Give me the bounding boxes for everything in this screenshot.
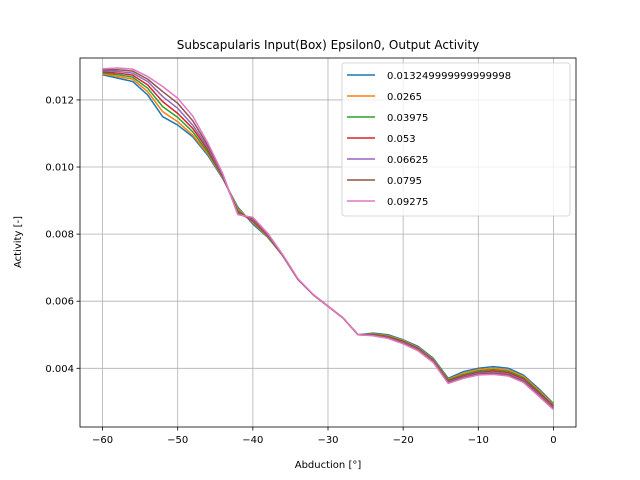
x-tick-label: −40 xyxy=(242,435,263,446)
y-tick-label: 0.008 xyxy=(45,230,74,241)
x-tick-label: −20 xyxy=(393,435,414,446)
legend-label: 0.053 xyxy=(387,134,416,145)
y-tick-label: 0.010 xyxy=(45,163,74,174)
x-tick-label: −50 xyxy=(167,435,188,446)
y-tick-label: 0.004 xyxy=(45,364,74,375)
y-tick-label: 0.012 xyxy=(45,95,74,106)
series-lines xyxy=(102,67,554,411)
chart-title: Subscapularis Input(Box) Epsilon0, Outpu… xyxy=(177,38,480,52)
x-axis: −60 −50 −40 −30 −20 −10 0 xyxy=(92,427,557,446)
legend-label: 0.06625 xyxy=(387,155,428,166)
x-tick-label: −30 xyxy=(317,435,338,446)
legend-label: 0.03975 xyxy=(387,113,428,124)
legend-label: 0.0265 xyxy=(387,92,422,103)
legend: 0.013249999999999998 0.0265 0.03975 0.053 0.… xyxy=(341,62,571,217)
legend-box xyxy=(341,62,571,217)
legend-label: 0.09275 xyxy=(387,197,428,208)
legend-label: 0.013249999999999998 xyxy=(387,71,511,82)
y-axis: 0.004 0.006 0.008 0.010 0.012 xyxy=(45,95,80,375)
x-tick-label: 0 xyxy=(550,435,556,446)
x-axis-label: Abduction [°] xyxy=(295,460,362,471)
x-tick-label: −60 xyxy=(92,435,113,446)
legend-label: 0.0795 xyxy=(387,176,422,187)
y-axis-label: Activity [-] xyxy=(13,216,24,268)
series-line-7 xyxy=(102,67,554,411)
y-tick-label: 0.006 xyxy=(45,297,74,308)
x-tick-label: −10 xyxy=(468,435,489,446)
